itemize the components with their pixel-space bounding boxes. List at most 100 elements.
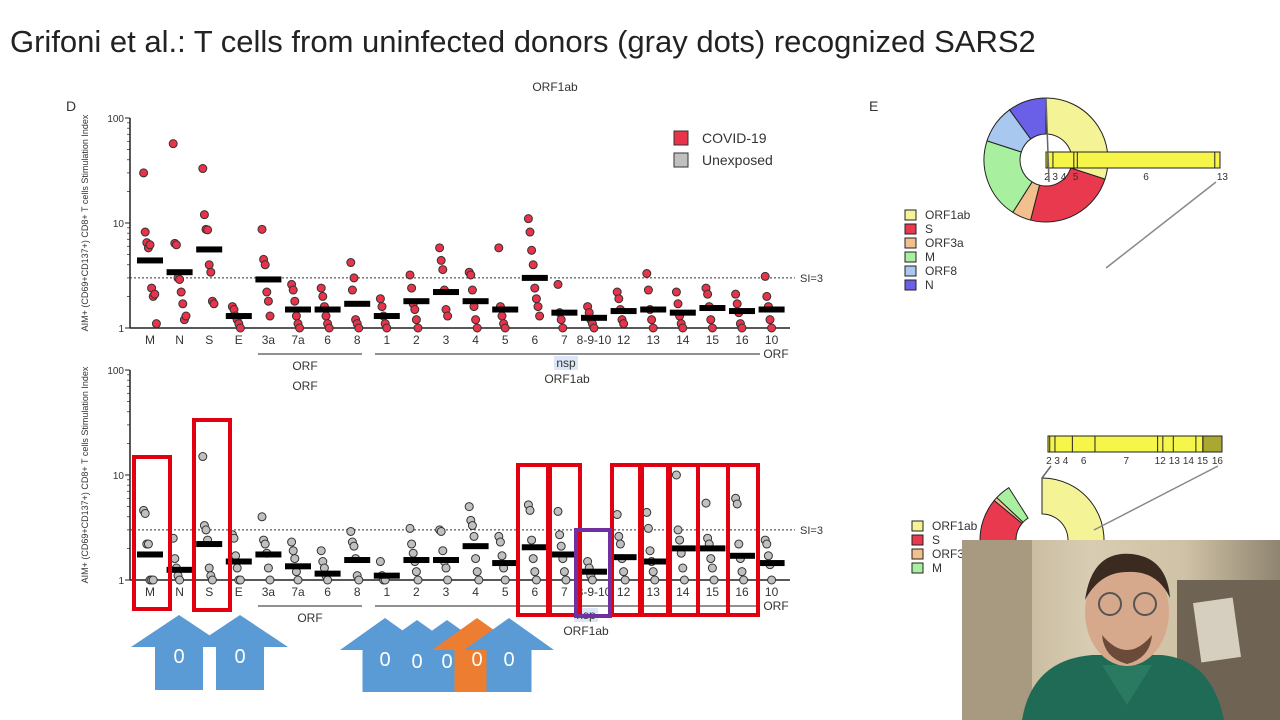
median-bar [521,274,548,281]
data-point [346,526,356,536]
median-bar [758,560,785,567]
data-point [377,302,387,312]
median-bar [610,308,637,315]
data-point [587,575,597,585]
arrow-count-label: 0 [234,646,245,668]
up-arrow-icon [464,618,554,692]
category-label: 3 [443,585,450,599]
median-bar [196,541,223,548]
median-bar [314,570,341,577]
category-label: 16 [735,333,749,347]
data-point [647,315,657,325]
category-label: S [205,585,213,599]
median-bar [581,568,607,575]
data-point [347,285,357,295]
data-point [767,323,777,333]
data-point [265,575,275,585]
legend-swatch [673,130,689,146]
data-point [619,319,629,329]
genome-segment-label: 3 [1052,172,1058,183]
data-point [558,323,568,333]
data-point [760,271,770,281]
orf1ab-group-label: ORF1ab [544,372,590,386]
legend-label: S [925,222,933,236]
legend-swatch [911,548,924,560]
category-label: 6 [531,585,538,599]
median-bar [640,558,667,565]
category-label: 8 [354,333,361,347]
orf-right-label: ORF [763,599,788,613]
data-point [318,291,328,301]
genome-segment-label: 13 [1169,456,1181,467]
data-point [615,539,625,549]
data-point [559,567,569,577]
legend-label: ORF1ab [932,519,978,533]
median-bar [285,563,311,570]
category-label: 10 [765,585,779,599]
category-label: 7a [291,333,305,347]
data-point [324,323,334,333]
data-point [497,311,507,321]
data-point [295,323,305,333]
data-point [411,315,421,325]
orf-right-label: ORF [763,347,788,361]
category-label: 6 [531,333,538,347]
median-bar [344,557,371,564]
genome-segment-label: 3 [1054,456,1060,467]
data-point [467,285,477,295]
data-point [375,557,385,567]
median-bar [699,545,726,552]
median-bar [581,314,607,321]
data-point [145,240,155,250]
data-point [171,240,181,250]
category-label: E [235,333,243,347]
data-point [293,575,303,585]
data-point [531,294,541,304]
connector-line [1093,465,1219,531]
category-label: 8-9-10 [577,333,612,347]
genome-bar-segment [1202,435,1223,453]
legend-swatch [911,520,924,532]
highlight-box [132,455,172,611]
orf-group-label: ORF [297,611,322,625]
data-point [413,575,423,585]
category-label: 3 [443,333,450,347]
data-point [561,575,571,585]
category-label: 6 [324,585,331,599]
data-point [349,541,359,551]
legend-label: ORF3a [925,236,964,250]
data-point [495,537,505,547]
category-label: 15 [706,333,720,347]
data-point [206,267,216,277]
category-label: 1 [383,333,390,347]
median-bar [196,246,223,253]
category-label: 15 [706,585,720,599]
data-point [321,311,331,321]
legend-swatch [904,251,917,263]
data-point [471,315,481,325]
data-point [199,210,209,220]
category-label: E [235,585,243,599]
data-point [619,567,629,577]
data-point [168,139,178,149]
data-point [494,243,504,253]
data-point [732,499,742,509]
data-point [207,575,217,585]
data-point [523,214,533,224]
data-point [198,452,208,462]
median-bar [255,551,282,558]
data-point [407,283,417,293]
data-point [405,270,415,280]
highlight-box [546,463,582,617]
legend-label: S [932,533,940,547]
median-bar [640,306,667,313]
category-label: 12 [617,333,631,347]
panel-e-label: E [869,98,878,114]
data-point [620,575,630,585]
highlight-box [192,418,232,612]
arrow-count-label: 0 [173,646,184,668]
panel-d-label: D [66,98,76,114]
data-point [732,299,742,309]
